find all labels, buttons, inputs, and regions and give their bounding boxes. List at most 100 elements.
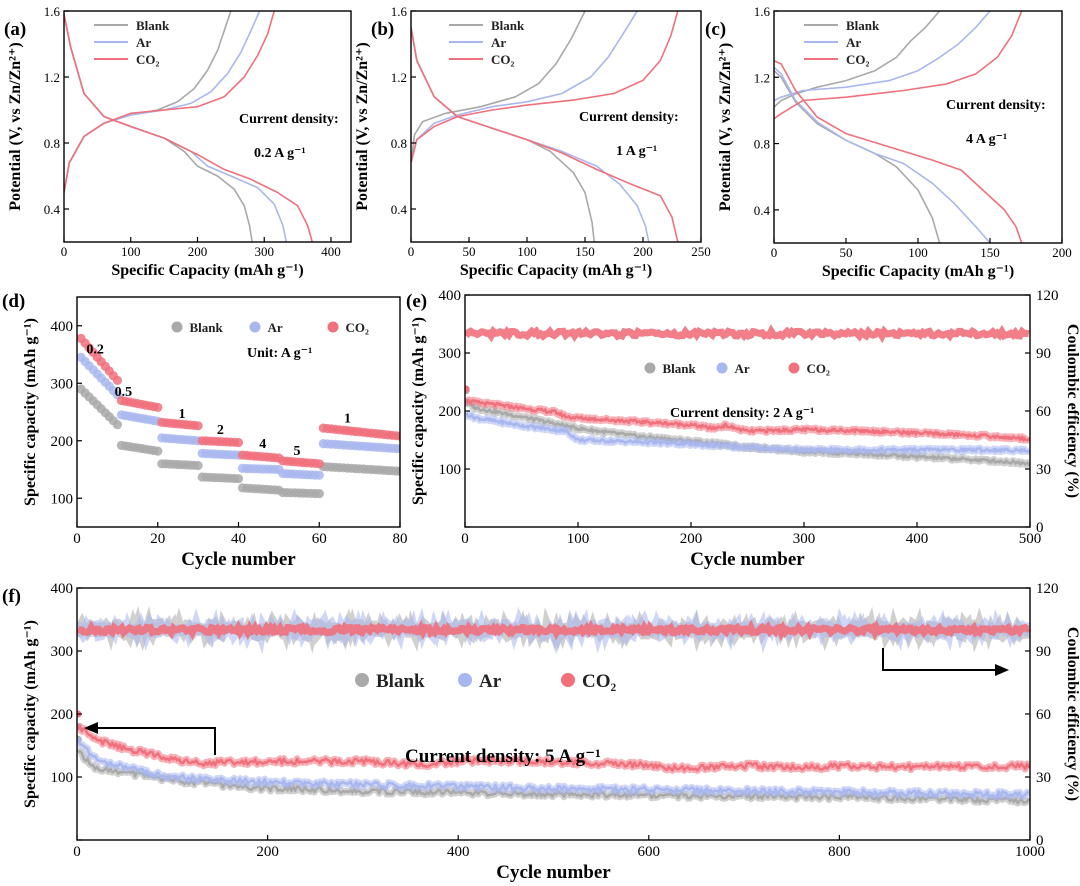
panel-label: (c)	[705, 19, 726, 40]
point-co2	[193, 421, 203, 431]
y-right-tick-label: 120	[1036, 581, 1059, 597]
y-tick-label: 200	[51, 434, 74, 450]
x-tick-label: 150	[575, 244, 595, 259]
point-co2	[153, 402, 163, 412]
legend-entry: Blank	[846, 18, 880, 33]
legend-marker	[355, 673, 369, 687]
x-tick-label: 60	[312, 531, 327, 547]
x-axis-label: Cycle number	[690, 549, 805, 570]
series-ar	[411, 11, 650, 242]
rate-label: 1	[344, 411, 351, 426]
y-right-tick-label: 60	[1036, 404, 1051, 420]
y-right-tick-label: 120	[1036, 288, 1059, 304]
x-tick-label: 200	[256, 844, 279, 860]
y-tick-label: 0.8	[391, 136, 407, 151]
point-blank	[395, 466, 400, 476]
current-density-title: Current density:	[239, 112, 339, 127]
legend: Blank Ar CO₂	[94, 18, 170, 67]
legend-marker	[644, 362, 656, 374]
panel-label: (e)	[406, 291, 427, 312]
y-tick-label: 0.8	[44, 136, 60, 151]
rate-label: 0.2	[86, 342, 104, 357]
axes-frame	[410, 10, 702, 243]
legend-entry: CO₂	[807, 361, 831, 376]
legend-marker	[327, 321, 339, 333]
x-tick-label: 400	[447, 844, 470, 860]
x-tick-label: 0	[771, 245, 778, 260]
y-right-axis-label: Coulombic efficiency (%)	[1064, 324, 1080, 498]
y-axis-label: Potential (V, vs Zn/Zn²⁺)	[7, 42, 24, 211]
y-tick-label: 300	[51, 376, 74, 392]
y-right-tick-label: 0	[1036, 833, 1044, 849]
y-tick-label: 400	[439, 288, 462, 304]
x-tick-label: 150	[980, 245, 1000, 260]
y-tick-label: 400	[51, 319, 74, 335]
y-tick-label: 200	[51, 707, 74, 723]
legend-entry: Ar	[268, 320, 283, 335]
y-tick-label: 400	[51, 581, 74, 597]
trace-co2	[465, 398, 1030, 442]
legend-entry: CO₂	[846, 52, 870, 67]
current-density-value: 1 A g⁻¹	[616, 144, 657, 159]
y-tick-label: 1.2	[44, 70, 60, 85]
x-tick-label: 0	[73, 531, 81, 547]
curve-ar-charge	[774, 11, 991, 102]
legend-marker	[716, 362, 728, 374]
y-right-axis-label: Coulombic efficiency (%)	[1064, 627, 1080, 801]
panel-label: (f)	[2, 586, 21, 607]
legend-marker	[171, 321, 183, 333]
x-tick-label: 500	[1019, 531, 1042, 547]
y-tick-label: 0.8	[754, 137, 770, 152]
y-tick-label: 100	[51, 491, 74, 507]
current-density-title: Current density:	[579, 110, 679, 125]
ce-co2	[465, 324, 1030, 344]
legend-entry: CO₂	[582, 671, 617, 692]
panel-label: (a)	[4, 19, 26, 40]
x-tick-label: 400	[906, 531, 929, 547]
point-co2	[112, 375, 122, 385]
x-tick-label: 300	[254, 244, 274, 259]
plot-area	[774, 11, 1023, 243]
legend: Blank Ar CO₂	[449, 18, 525, 67]
plot-area	[77, 333, 400, 499]
point-ar	[314, 470, 324, 480]
legend-entry: Ar	[479, 671, 502, 692]
series-co2	[411, 11, 679, 242]
axis-arrows	[84, 648, 1009, 755]
left-axis-arrow	[95, 727, 216, 755]
current-density-value: 0.2 A g⁻¹	[254, 146, 306, 161]
legend-entry: Blank	[136, 18, 170, 33]
current-density-value: 4 A g⁻¹	[966, 132, 1007, 147]
y-axis-label: Specific capacity (mAh g⁻¹)	[22, 318, 39, 506]
y-axis-label: Potential (V, vs Zn/Zn²⁺)	[717, 43, 734, 212]
x-axis-label: Specific Capacity (mAh g⁻¹)	[111, 262, 303, 279]
y-tick-label: 0.4	[754, 203, 771, 218]
first-cycle-point	[465, 385, 470, 393]
legend-entry: Blank	[190, 320, 224, 335]
legend: Blank Ar CO₂	[644, 361, 831, 376]
x-tick-label: 800	[828, 844, 851, 860]
x-tick-label: 100	[567, 531, 590, 547]
y-tick-label: 1.6	[754, 4, 771, 19]
legend-entry: Ar	[735, 361, 750, 376]
y-axis-label: Specific capacity (mAh g⁻¹)	[22, 620, 39, 808]
x-axis-label: Cycle number	[496, 862, 611, 883]
x-tick-label: 40	[231, 531, 246, 547]
legend-entry: CO₂	[491, 52, 515, 67]
x-axis-label: Specific Capacity (mAh g⁻¹)	[460, 262, 652, 279]
y-tick-label: 300	[51, 644, 74, 660]
current-density-title: Current density:	[946, 98, 1046, 113]
point-blank	[233, 474, 244, 484]
point-co2	[395, 431, 400, 441]
legend-entry: CO₂	[346, 320, 370, 335]
curve-co2-discharge	[64, 14, 314, 242]
x-tick-label: 0	[73, 844, 81, 860]
y-right-tick-label: 90	[1036, 346, 1051, 362]
y-tick-label: 100	[439, 462, 462, 478]
y-tick-label: 1.6	[44, 4, 61, 19]
curve-ar-charge	[64, 11, 261, 193]
legend-marker	[561, 673, 575, 687]
x-tick-label: 400	[321, 244, 341, 259]
curve-co2-charge	[774, 11, 1023, 120]
